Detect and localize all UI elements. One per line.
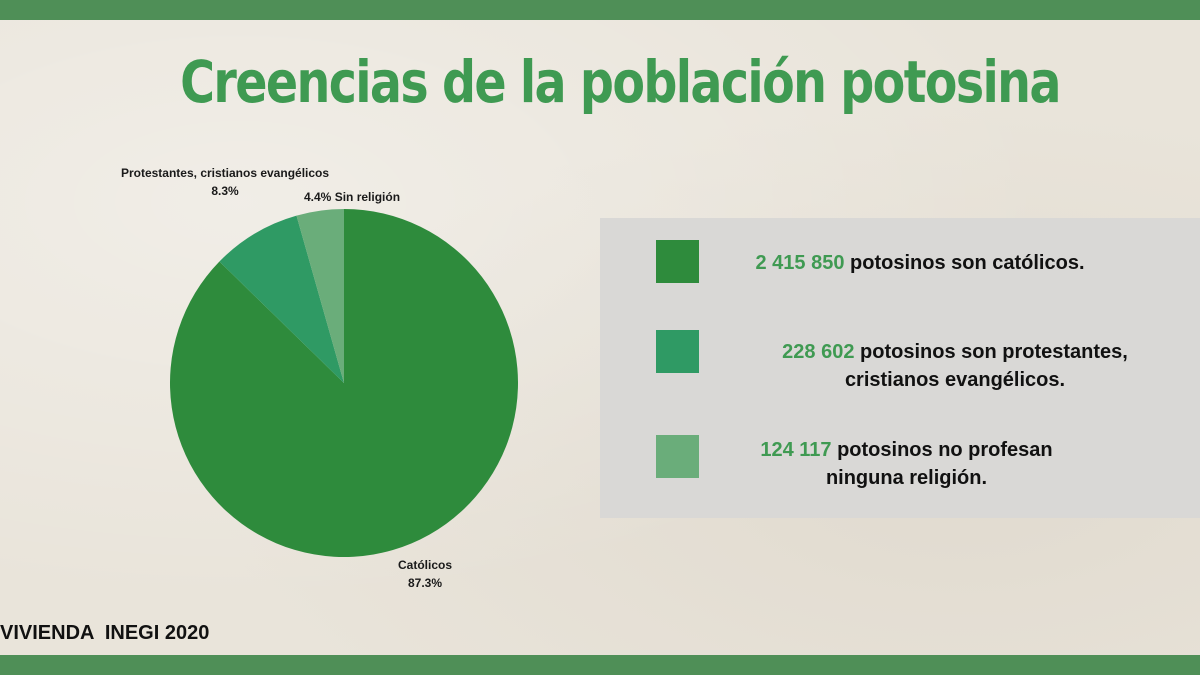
top-green-band	[0, 0, 1200, 20]
label-protestantes: Protestantes, cristianos evangélicos 8.3…	[96, 164, 354, 200]
legend-number-sin-religion: 124 117	[760, 439, 832, 461]
legend-swatch-protestantes	[656, 330, 699, 373]
source-note: VIVIENDA INEGI 2020	[0, 622, 210, 644]
label-catolicos: Católicos 87.3%	[385, 556, 465, 592]
legend-line2-sin-religion: ninguna religión.	[825, 467, 988, 489]
label-protestantes-pct: 8.3%	[211, 184, 239, 198]
pie-slice-0	[170, 209, 519, 557]
pie-slice-1	[219, 215, 344, 383]
legend-text-catolicos: 2 415 850 potosinos son católicos.	[720, 249, 1120, 277]
legend-swatch-sin-religion	[656, 435, 699, 478]
label-catolicos-name: Católicos	[397, 558, 452, 572]
legend-text-sin-religion: 124 117 potosinos no profesan ninguna re…	[720, 436, 1093, 492]
chart-title: Creencias de la población potosina	[180, 48, 1061, 116]
label-sin-religion-pct: 4.4%	[304, 190, 332, 204]
legend-swatch-catolicos	[656, 240, 699, 283]
legend-text-protestantes: 228 602 potosinos son protestantes, cris…	[720, 338, 1190, 394]
label-sin-religion-name: Sin religión	[334, 190, 401, 204]
legend-line2-protestantes: cristianos evangélicos.	[844, 369, 1066, 391]
legend-rest-protestantes: potosinos son protestantes,	[854, 341, 1128, 363]
label-protestantes-name: Protestantes, cristianos evangélicos	[120, 166, 330, 180]
legend-rest-sin-religion: potosinos no profesan	[831, 439, 1053, 461]
legend-panel: 2 415 850 potosinos son católicos. 228 6…	[600, 218, 1200, 518]
legend-number-catolicos: 2 415 850	[755, 252, 845, 274]
label-sin-religion: 4.4% Sin religión	[304, 188, 400, 206]
bottom-green-band	[0, 655, 1200, 675]
pie-slice-2	[296, 209, 344, 383]
legend-number-protestantes: 228 602	[782, 341, 855, 363]
label-catolicos-pct: 87.3%	[407, 576, 443, 590]
legend-rest-catolicos: potosinos son católicos.	[844, 252, 1085, 274]
